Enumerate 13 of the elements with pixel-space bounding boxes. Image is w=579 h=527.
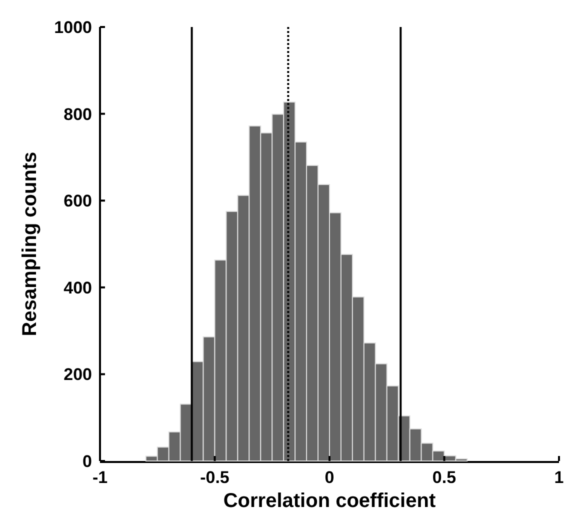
y-axis-title: Resampling counts	[19, 152, 41, 336]
y-tick-label: 800	[64, 104, 92, 124]
y-tick-label: 200	[64, 365, 92, 384]
y-tick-label: 400	[64, 278, 92, 298]
x-axis-title: Correlation coefficient	[223, 490, 436, 512]
x-tick-label: 1	[554, 468, 564, 487]
x-tick-label: -1	[92, 468, 108, 487]
x-tick-label: 0.5	[432, 468, 456, 487]
x-tick-label: -0.5	[200, 468, 230, 487]
y-tick-label: 0	[82, 452, 92, 471]
y-tick-label: 600	[64, 192, 92, 211]
y-tick-label: 1000	[54, 18, 92, 37]
x-tick-label: 0	[324, 468, 334, 487]
